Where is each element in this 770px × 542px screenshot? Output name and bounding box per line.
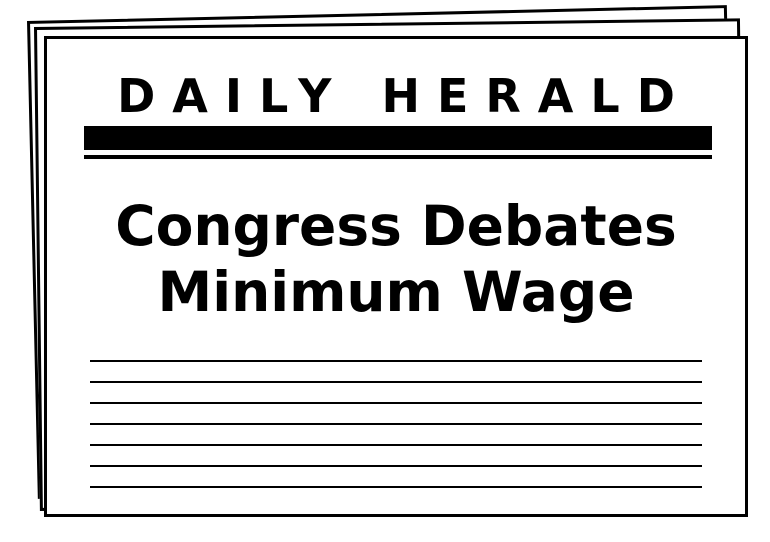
body-text-line <box>90 444 702 446</box>
body-text-line <box>90 465 702 467</box>
headline: Congress Debates Minimum Wage <box>47 193 745 325</box>
newspaper-front-page: DAILY HERALD Congress Debates Minimum Wa… <box>44 36 748 517</box>
body-text-line <box>90 486 702 488</box>
headline-line-2: Minimum Wage <box>157 260 635 324</box>
masthead-thin-rule <box>84 155 712 159</box>
body-text-line <box>90 402 702 404</box>
headline-line-1: Congress Debates <box>115 194 677 258</box>
body-text-line <box>90 381 702 383</box>
body-text-line <box>90 360 702 362</box>
masthead-thick-rule <box>84 126 712 150</box>
body-text-line <box>90 423 702 425</box>
body-text-lines <box>90 360 702 507</box>
newspaper-masthead: DAILY HERALD <box>117 69 692 123</box>
